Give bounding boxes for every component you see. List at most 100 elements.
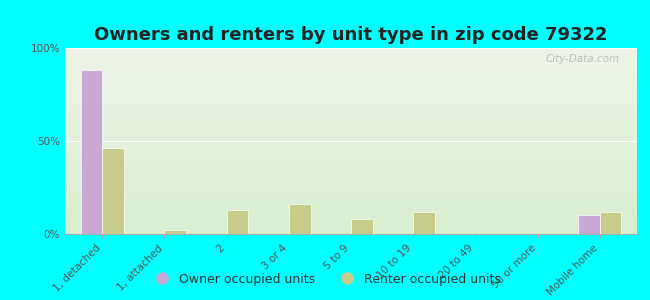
Bar [65,119,637,121]
Bar [65,48,637,50]
Text: City-Data.com: City-Data.com [546,54,620,64]
Bar [65,193,637,195]
Bar [351,219,372,234]
Bar [65,74,637,76]
Bar [65,202,637,204]
Bar [65,180,637,182]
Bar [65,161,637,163]
Bar [65,221,637,223]
Bar [65,54,637,56]
Bar [65,111,637,113]
Bar [65,160,637,161]
Bar [65,134,637,135]
Bar [65,195,637,197]
Bar [65,63,637,65]
Bar [102,148,124,234]
Bar [65,189,637,191]
Bar [65,137,637,139]
Bar [65,158,637,160]
Bar [65,91,637,93]
Bar [65,106,637,107]
Bar [413,212,435,234]
Bar [164,230,187,234]
Bar [65,223,637,225]
Bar [65,80,637,82]
Bar [65,219,637,221]
Bar [65,214,637,215]
Bar [65,191,637,193]
Bar [65,210,637,212]
Bar [65,178,637,180]
Bar [65,186,637,188]
Bar [578,215,600,234]
Bar [65,197,637,199]
Bar [65,145,637,147]
Bar [65,135,637,137]
Bar [65,206,637,208]
Bar [65,130,637,132]
Bar [65,52,637,54]
Bar [65,93,637,94]
Bar [65,176,637,178]
Bar [65,188,637,189]
Bar [65,76,637,78]
Bar [65,124,637,126]
Bar [65,139,637,141]
Bar [65,50,637,52]
Bar [65,228,637,230]
Bar [65,226,637,228]
Bar [65,70,637,72]
Bar [65,141,637,143]
Bar [65,104,637,106]
Bar [65,212,637,214]
Bar [65,126,637,128]
Bar [65,96,637,98]
Bar [65,98,637,100]
Bar [600,212,621,234]
Bar [65,67,637,68]
Bar [65,59,637,61]
Bar [227,210,248,234]
Bar [65,83,637,85]
Bar [65,61,637,63]
Bar [65,225,637,226]
Bar [65,163,637,165]
Bar [65,200,637,202]
Bar [65,148,637,150]
Bar [65,87,637,89]
Bar [65,115,637,117]
Bar [65,100,637,102]
Bar [65,154,637,156]
Bar [65,230,637,232]
Bar [65,72,637,74]
Bar [65,94,637,96]
Bar [65,172,637,175]
Bar [65,57,637,59]
Bar [65,56,637,57]
Bar [65,89,637,91]
Bar [65,102,637,104]
Bar [65,150,637,152]
Bar [65,143,637,145]
Bar [65,78,637,80]
Bar [65,217,637,219]
Bar [65,171,637,172]
Bar [65,121,637,122]
Bar [289,204,311,234]
Legend: Owner occupied units, Renter occupied units: Owner occupied units, Renter occupied un… [144,268,506,291]
Bar [65,128,637,130]
Bar [65,204,637,206]
Bar [65,182,637,184]
Bar [65,208,637,210]
Bar [65,147,637,148]
Bar [65,175,637,176]
Title: Owners and renters by unit type in zip code 79322: Owners and renters by unit type in zip c… [94,26,608,44]
Bar [65,65,637,67]
Bar [65,82,637,83]
Bar [65,122,637,124]
Bar [65,132,637,134]
Bar [65,107,637,110]
Bar [65,184,637,186]
Bar [65,68,637,70]
Bar [65,167,637,169]
